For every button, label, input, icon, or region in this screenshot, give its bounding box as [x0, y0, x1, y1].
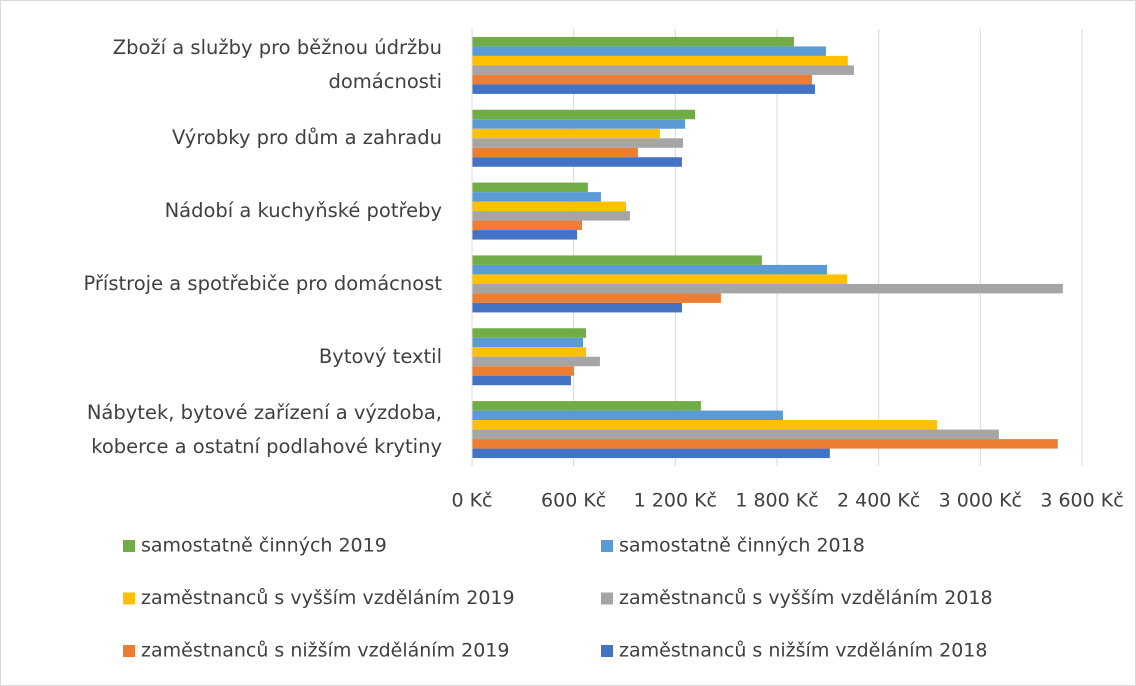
x-tick-label: 600 Kč: [541, 490, 606, 512]
bar: [472, 65, 854, 75]
bar: [472, 356, 600, 367]
category-label: Zboží a služby pro běžnou údržbu domácno…: [112, 36, 442, 94]
x-tick-label: 2 400 Kč: [837, 490, 920, 512]
bar: [472, 328, 587, 338]
bar: [472, 46, 826, 56]
legend-label: zaměstnanců s vyšším vzděláním 2018: [619, 587, 993, 609]
x-tick-label: 0 Kč: [451, 490, 492, 512]
bar: [472, 201, 627, 212]
x-tick-label: 3 000 Kč: [939, 490, 1022, 512]
bar: [472, 157, 682, 167]
bar: [472, 36, 794, 47]
category-label: Přístroje a spotřebiče pro domácnost: [83, 271, 442, 295]
bar: [472, 220, 582, 231]
category-label: Nábytek, bytové zařízení a výzdoba, kobe…: [86, 400, 442, 458]
legend-swatch: [123, 645, 135, 657]
legend-swatch: [123, 592, 135, 605]
legend-label: samostatně činných 2019: [141, 535, 387, 557]
bar: [472, 128, 660, 139]
bar: [472, 55, 848, 66]
bar: [472, 337, 583, 348]
legend-swatch: [601, 645, 613, 657]
category-label: Nádobí a kuchyňské potřeby: [164, 199, 442, 223]
bar: [472, 74, 812, 85]
bar: [472, 420, 937, 430]
bar: [472, 293, 721, 303]
bar: [472, 230, 578, 240]
legend-label: zaměstnanců s nižším vzděláním 2018: [619, 640, 988, 662]
bar: [472, 283, 1063, 294]
bar: [472, 147, 638, 158]
legend-label: zaměstnanců s nižším vzděláním 2019: [141, 640, 510, 662]
category-label: Bytový textil: [318, 344, 442, 368]
bar: [472, 84, 815, 94]
bar: [472, 182, 588, 193]
bar: [472, 302, 682, 313]
bar: [472, 375, 571, 386]
bar: [472, 448, 830, 459]
bar: [472, 274, 847, 284]
bar: [472, 366, 575, 376]
bar: [472, 138, 683, 148]
bar: [472, 192, 601, 202]
bar: [472, 410, 783, 421]
bar: [472, 347, 587, 357]
legend-label: samostatně činných 2018: [619, 535, 865, 557]
x-tick-label: 1 200 Kč: [634, 490, 717, 512]
bar: [472, 255, 762, 265]
legend-swatch: [123, 540, 135, 552]
bar: [472, 109, 695, 120]
bar: [472, 401, 701, 411]
legend-swatch: [601, 592, 613, 605]
x-tick-label: 3 600 Kč: [1040, 490, 1123, 512]
bar: [472, 439, 1058, 449]
legend-swatch: [601, 540, 613, 552]
x-tick-label: 1 800 Kč: [735, 490, 818, 512]
bar: [472, 429, 999, 440]
bar: [472, 264, 827, 275]
bar: [472, 211, 630, 221]
legend-label: zaměstnanců s vyšším vzděláním 2019: [141, 587, 515, 609]
bar: [472, 119, 685, 129]
category-label: Výrobky pro dům a zahradu: [171, 126, 442, 150]
